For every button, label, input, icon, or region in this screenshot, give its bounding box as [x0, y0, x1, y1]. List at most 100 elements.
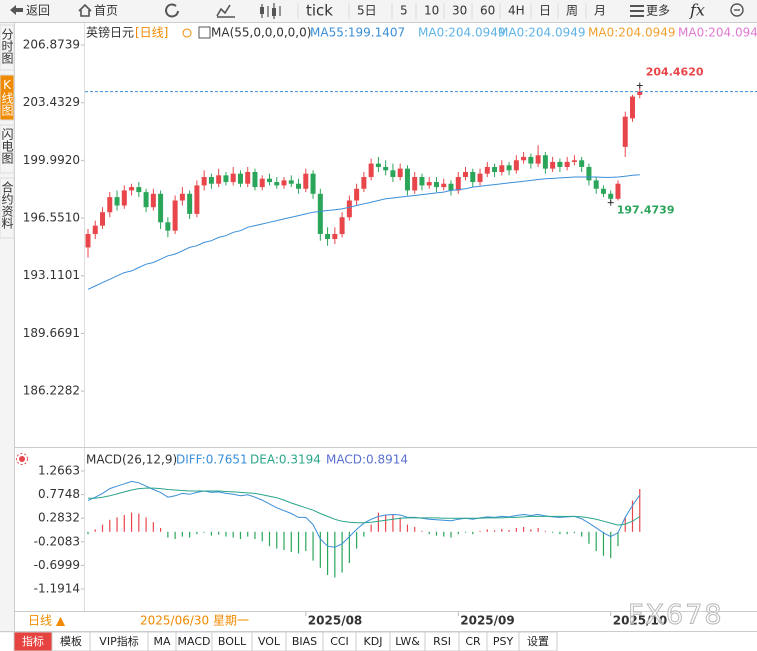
y-tick-label: -1.1914	[34, 582, 80, 596]
candle-body	[426, 182, 432, 186]
candle-body	[361, 177, 367, 189]
instrument-name: 英镑日元	[86, 25, 134, 40]
candle-body	[375, 163, 381, 167]
candle-body	[615, 183, 621, 199]
zoom-out-icon[interactable]	[730, 3, 744, 17]
menu-icon[interactable]	[630, 5, 644, 17]
period-button[interactable]: 日	[539, 4, 551, 18]
chart-style-icon[interactable]	[216, 4, 235, 18]
candle-body	[303, 173, 309, 189]
period-button[interactable]: 周	[566, 4, 578, 18]
bottom-tab[interactable]: CCI	[330, 635, 349, 648]
candle-body	[550, 161, 556, 169]
candle-body	[165, 222, 171, 231]
candle-body	[448, 183, 454, 191]
refresh-icon[interactable]	[165, 3, 179, 18]
cursor-date: 2025/06/30 星期一	[140, 614, 249, 628]
side-tab[interactable]: 闪电图	[0, 128, 14, 164]
bottom-tab[interactable]: BIAS	[292, 635, 317, 648]
x-tick-label: 2025/10	[613, 614, 667, 628]
candle-body	[216, 175, 222, 184]
candle-body	[593, 180, 599, 189]
candle-body	[484, 166, 490, 174]
period-button[interactable]: 5	[400, 4, 408, 18]
add-icon[interactable]	[182, 28, 192, 38]
ma55-line	[87, 174, 640, 290]
candle-body	[194, 185, 200, 214]
period-button[interactable]: 5日	[357, 4, 377, 18]
bottom-tab[interactable]: LW&	[395, 635, 420, 648]
y-tick-label: -0.2083	[34, 534, 80, 548]
candle-body	[296, 183, 302, 189]
bottom-tab[interactable]: MACD	[178, 635, 211, 648]
candle-body	[513, 160, 519, 171]
candle-body	[267, 178, 272, 183]
candle-body	[455, 177, 461, 191]
bottom-tab-bg	[518, 631, 558, 651]
candle-body	[172, 200, 178, 231]
candle-body	[622, 116, 628, 147]
bottom-tab[interactable]: CR	[465, 635, 481, 648]
candle-body	[346, 200, 352, 218]
home-icon[interactable]	[78, 3, 92, 17]
y-tick-label: 189.6691	[23, 326, 80, 340]
bottom-tab[interactable]: PSY	[493, 635, 514, 648]
candle-body	[129, 187, 135, 191]
candle-body	[92, 225, 98, 235]
side-tab[interactable]: 分时图	[0, 28, 14, 64]
bottom-tab[interactable]: 指标	[22, 634, 44, 648]
candle-body	[187, 193, 193, 214]
candle-body	[332, 234, 338, 240]
candle-body	[535, 155, 541, 164]
period-button[interactable]: 30	[452, 4, 467, 18]
side-tab[interactable]: K线图	[0, 78, 14, 116]
candle-body	[383, 166, 389, 171]
bottom-tab[interactable]: 模板	[60, 634, 82, 648]
high-marker	[636, 82, 643, 89]
period-button[interactable]: 10	[424, 4, 439, 18]
bottom-tab[interactable]: BOLL	[218, 635, 247, 648]
period-button[interactable]: tick	[306, 2, 333, 20]
y-tick-label: -0.6999	[34, 558, 80, 572]
period-button[interactable]: 60	[480, 4, 495, 18]
back-button[interactable]: 返回	[26, 4, 50, 18]
back-icon[interactable]	[10, 5, 23, 15]
bottom-tab[interactable]: VOL	[258, 635, 281, 648]
candle-body	[492, 166, 498, 172]
side-bar	[0, 23, 14, 633]
more-button[interactable]: 更多	[646, 4, 670, 18]
candle-body	[230, 173, 236, 183]
y-tick-label: 206.8739	[23, 38, 80, 52]
ma-label: MA0:204.0949	[678, 26, 757, 40]
side-tab[interactable]: 合约资料	[0, 180, 14, 229]
candle-body	[579, 160, 585, 167]
formula-icon[interactable]: fx	[689, 1, 705, 20]
bottom-tab[interactable]: VIP指标	[99, 634, 138, 648]
ma-setting[interactable]: MA(55,0,0,0,0,0)	[211, 26, 311, 40]
side-tab-bg	[0, 74, 15, 121]
macd-label: DEA:0.3194	[250, 453, 321, 467]
bottom-tab[interactable]: RSI	[433, 635, 451, 648]
period-label[interactable]: [日线]	[135, 26, 168, 40]
y-tick-label: 1.2663	[38, 463, 80, 477]
candle-body	[433, 182, 439, 188]
period-button[interactable]: 4H	[508, 4, 525, 18]
candle-body	[121, 190, 127, 206]
candle-body	[521, 156, 527, 161]
period-button[interactable]: 日线 ▲	[28, 614, 66, 628]
period-button[interactable]: 月	[594, 4, 606, 18]
bottom-tab[interactable]: 设置	[527, 635, 549, 648]
candle-body	[107, 197, 113, 213]
candle-body	[412, 177, 418, 191]
candle-body	[608, 193, 614, 199]
bottom-tab[interactable]: KDJ	[364, 635, 383, 648]
candle-body	[150, 193, 156, 208]
ma-label: MA55:199.1407	[310, 26, 405, 40]
home-button[interactable]: 首页	[94, 4, 118, 18]
ma-icon[interactable]	[198, 26, 211, 39]
bottom-tab[interactable]: MA	[153, 635, 170, 648]
high-label: 204.4620	[646, 65, 704, 78]
candle-body	[259, 178, 265, 188]
macd-settings-icon[interactable]	[19, 456, 25, 462]
